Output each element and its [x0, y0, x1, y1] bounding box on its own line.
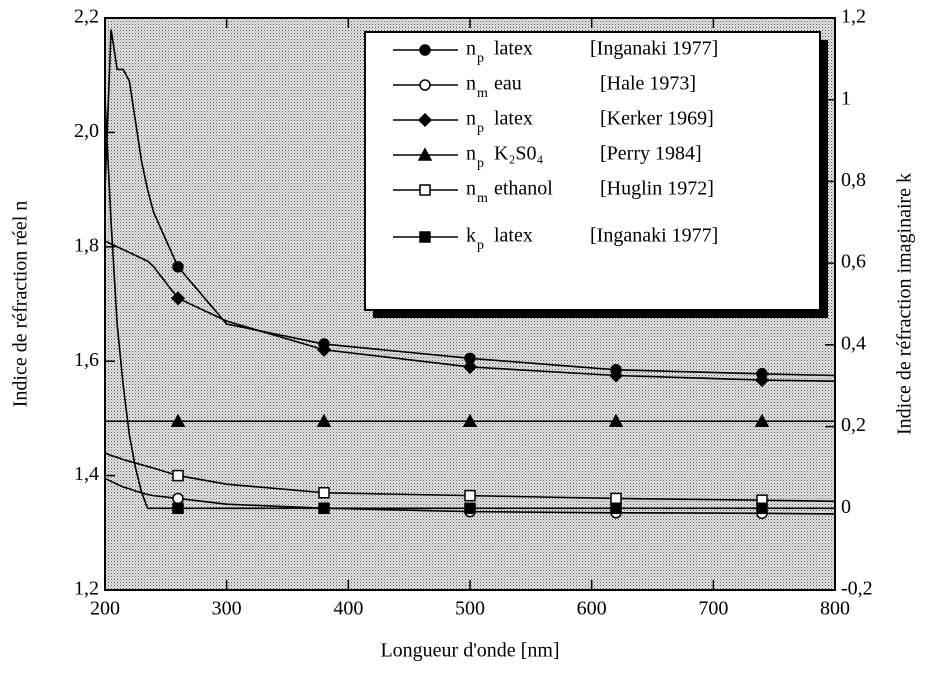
y-tick-label: 1,8 — [74, 234, 99, 256]
x-tick-label: 200 — [90, 598, 120, 620]
y2-tick-label: 1 — [841, 87, 851, 109]
legend-subscript: m — [477, 86, 488, 101]
legend-symbol: n — [466, 143, 476, 165]
marker — [316, 342, 332, 357]
legend-ref: [Huglin 1972] — [600, 178, 714, 200]
legend-name: latex — [494, 225, 533, 247]
marker — [172, 502, 184, 515]
legend-symbol: k — [466, 225, 476, 247]
x-tick-label: 700 — [698, 598, 728, 620]
marker — [608, 413, 624, 428]
y2-tick-label: 0 — [841, 496, 851, 518]
legend-marker — [419, 79, 431, 91]
legend-ref: [Inganaki 1977] — [590, 225, 718, 247]
series-line — [104, 477, 836, 515]
series-line — [104, 29, 836, 377]
legend-symbol: n — [466, 73, 476, 95]
legend-symbol: n — [466, 38, 476, 60]
series-line — [104, 240, 836, 383]
y2-tick-label: 1,2 — [841, 6, 866, 28]
legend-marker — [417, 112, 433, 128]
marker — [316, 413, 332, 428]
y2-tick-label: -0,2 — [841, 578, 873, 600]
legend-subscript: p — [477, 51, 484, 66]
legend-name: latex — [494, 108, 533, 130]
legend-name: latex — [494, 38, 533, 60]
plot — [104, 29, 836, 520]
marker — [170, 413, 186, 428]
legend-marker — [419, 184, 431, 196]
y2-tick-label: 0,2 — [841, 414, 866, 436]
legend-marker — [417, 147, 433, 161]
legend-name: ethanol — [494, 178, 553, 200]
series-line — [104, 99, 835, 510]
marker — [464, 502, 476, 515]
series-line — [104, 451, 836, 503]
marker — [318, 487, 330, 499]
marker — [318, 502, 330, 515]
marker — [172, 261, 184, 273]
x-tick-label: 400 — [333, 598, 363, 620]
y2-tick-label: 0,8 — [841, 169, 866, 191]
marker — [462, 359, 478, 374]
legend-name: K₂S0₄ — [494, 143, 544, 165]
marker — [754, 373, 770, 388]
y2-tick-label: 0,6 — [841, 251, 866, 273]
y-tick-label: 1,2 — [74, 578, 99, 600]
legend-subscript: p — [477, 121, 484, 136]
y-tick-label: 2,0 — [74, 120, 99, 142]
legend-ref: [Perry 1984] — [600, 143, 702, 165]
marker — [610, 492, 622, 505]
legend-marker — [419, 44, 431, 56]
marker — [608, 368, 624, 383]
y-axis-title: Indice de réfraction réel n — [10, 201, 32, 408]
x-tick-label: 800 — [820, 598, 850, 620]
legend-subscript: m — [477, 191, 488, 206]
y-tick-label: 2,2 — [74, 6, 99, 28]
y2-tick-label: 0,4 — [841, 332, 866, 354]
marker — [172, 469, 184, 482]
legend: n p latex [Inganaki 1977]n m eau [Hale 1973]n p… — [393, 38, 718, 253]
legend-symbol: n — [466, 108, 476, 130]
x-tick-label: 600 — [577, 598, 607, 620]
marker — [464, 489, 476, 502]
legend-box — [364, 31, 821, 311]
y-tick-label: 1,6 — [74, 349, 99, 371]
y2-axis-title: Indice de réfraction imaginaire k — [894, 173, 916, 435]
legend-marker — [419, 231, 431, 243]
marker — [756, 502, 768, 515]
marker — [610, 502, 622, 515]
marker — [462, 413, 478, 428]
y-tick-label: 1,4 — [74, 463, 99, 485]
legend-name: eau — [494, 73, 522, 95]
legend-subscript: p — [477, 238, 484, 253]
marker — [754, 413, 770, 428]
marker — [172, 492, 184, 505]
legend-ref: [Kerker 1969] — [600, 108, 714, 130]
x-tick-label: 500 — [455, 598, 485, 620]
x-axis-title: Longueur d'onde [nm] — [380, 640, 559, 662]
legend-subscript: p — [477, 156, 484, 171]
x-tick-label: 300 — [212, 598, 242, 620]
legend-ref: [Inganaki 1977] — [590, 38, 718, 60]
marker — [170, 291, 186, 306]
legend-ref: [Hale 1973] — [600, 73, 696, 95]
legend-symbol: n — [466, 178, 476, 200]
